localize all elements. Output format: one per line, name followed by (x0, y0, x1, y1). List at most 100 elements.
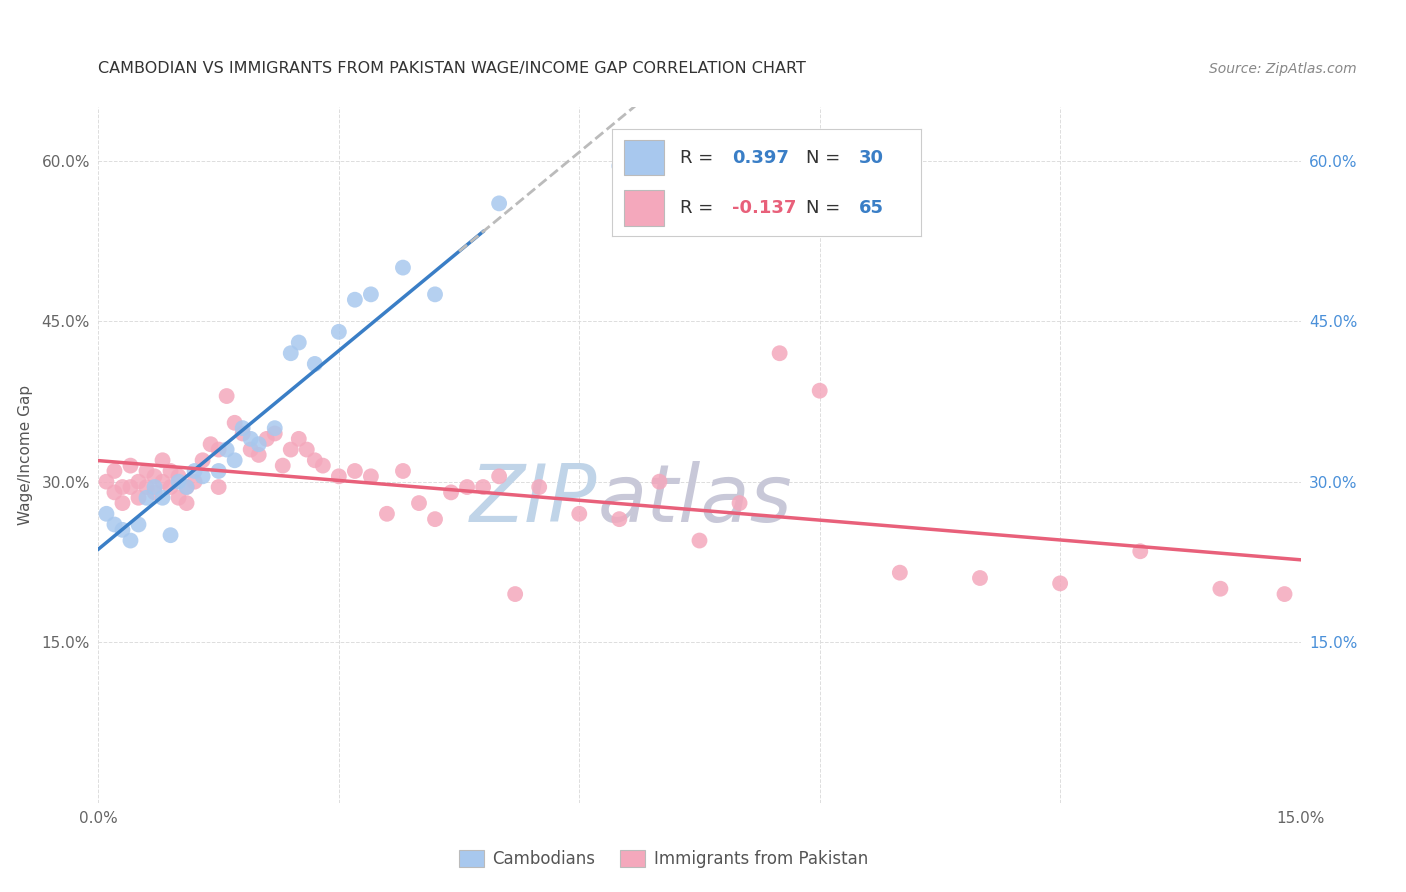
Point (215, 389, 238, 403)
Point (159, 480, 181, 494)
Point (103, 517, 125, 532)
Point (648, 475, 671, 489)
Point (96, 475, 118, 489)
Point (143, 480, 166, 494)
Point (128, 491, 150, 505)
Point (503, 587, 526, 601)
Text: 30: 30 (859, 149, 884, 167)
Point (1049, 576, 1071, 591)
Legend: Cambodians, Immigrants from Pakistan: Cambodians, Immigrants from Pakistan (453, 843, 875, 874)
Point (167, 491, 190, 505)
Point (312, 458, 335, 473)
Point (343, 464, 366, 478)
Text: ZIP: ZIP (470, 461, 598, 539)
Point (288, 432, 311, 446)
Point (328, 469, 350, 483)
Point (568, 507, 591, 521)
Point (472, 480, 495, 494)
Point (135, 464, 157, 478)
Point (769, 346, 792, 360)
Point (152, 475, 174, 489)
Point (529, 480, 551, 494)
Point (128, 517, 150, 532)
Point (280, 442, 302, 457)
Point (488, 469, 510, 483)
Point (215, 442, 238, 457)
Point (111, 480, 134, 494)
Point (103, 485, 125, 500)
Point (288, 335, 311, 350)
Point (295, 442, 318, 457)
Point (167, 475, 190, 489)
Point (191, 469, 214, 483)
Point (183, 464, 205, 478)
Point (191, 453, 214, 467)
Point (159, 528, 181, 542)
Point (111, 496, 134, 510)
Point (280, 346, 302, 360)
Point (392, 260, 415, 275)
Text: N =: N = (807, 199, 846, 217)
Point (1129, 544, 1152, 558)
Point (423, 287, 446, 301)
Text: 65: 65 (859, 199, 884, 217)
Point (440, 485, 463, 500)
Point (128, 475, 150, 489)
Point (111, 523, 134, 537)
Point (889, 566, 911, 580)
Text: Source: ZipAtlas.com: Source: ZipAtlas.com (1209, 62, 1357, 76)
Point (263, 426, 285, 441)
Y-axis label: Wage/Income Gap: Wage/Income Gap (18, 384, 34, 525)
Point (143, 485, 166, 500)
Point (176, 480, 198, 494)
Point (120, 533, 142, 548)
Point (1274, 587, 1296, 601)
Text: -0.137: -0.137 (733, 199, 797, 217)
Point (159, 464, 181, 478)
Point (239, 432, 262, 446)
Point (200, 437, 222, 451)
Point (392, 464, 415, 478)
Point (423, 512, 446, 526)
Point (224, 416, 246, 430)
Point (247, 437, 270, 451)
Point (167, 469, 190, 483)
Point (689, 533, 711, 548)
Point (120, 480, 142, 494)
Point (304, 357, 326, 371)
Text: atlas: atlas (598, 461, 792, 539)
Point (408, 496, 430, 510)
Point (135, 491, 157, 505)
Point (239, 442, 262, 457)
Point (247, 448, 270, 462)
Point (1209, 582, 1232, 596)
Text: R =: R = (679, 149, 718, 167)
Point (208, 464, 231, 478)
Point (808, 384, 831, 398)
Point (343, 293, 366, 307)
Point (135, 480, 157, 494)
Point (969, 571, 991, 585)
Text: 0.397: 0.397 (733, 149, 789, 167)
Point (183, 475, 205, 489)
Point (143, 469, 166, 483)
Point (304, 453, 326, 467)
Point (176, 480, 198, 494)
Bar (624, 140, 664, 176)
Point (360, 469, 382, 483)
Point (176, 496, 198, 510)
Point (328, 325, 350, 339)
Point (271, 458, 294, 473)
Bar (624, 190, 664, 226)
Text: R =: R = (679, 199, 718, 217)
Point (360, 287, 382, 301)
Point (375, 507, 398, 521)
Point (609, 512, 631, 526)
Point (208, 442, 231, 457)
Text: N =: N = (807, 149, 846, 167)
Point (232, 426, 254, 441)
Point (120, 458, 142, 473)
Point (256, 432, 278, 446)
Point (232, 421, 254, 435)
Point (488, 196, 510, 211)
